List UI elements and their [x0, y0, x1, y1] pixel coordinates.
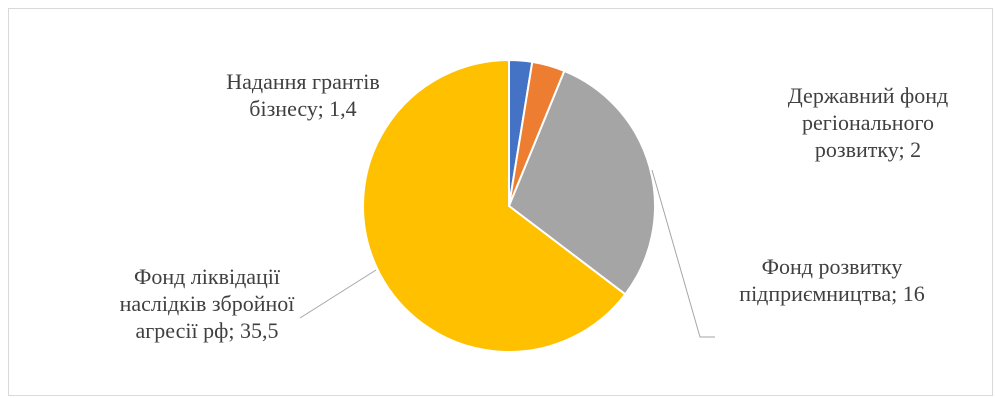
pie-slices: [362, 58, 656, 353]
data-label-line: регіонального: [802, 110, 934, 135]
data-label-line: агресії рф; 35,5: [135, 318, 279, 343]
data-label-entrepreneurship-fund: Фонд розвитку підприємництва; 16: [702, 253, 962, 307]
slice-aggression-fund: [362, 58, 627, 353]
data-label-regional-fund: Державний фонд регіонального розвитку; 2: [738, 82, 995, 163]
data-label-grants: Надання грантів бізнесу; 1,4: [193, 68, 413, 122]
leader-line-aggression: [299, 269, 377, 319]
slice-entrepreneurship-fund: [507, 69, 656, 296]
data-label-line: наслідків збройної: [119, 291, 295, 316]
data-label-aggression-fund: Фонд ліквідації наслідків збройної агрес…: [77, 263, 337, 344]
leader-lines: [299, 169, 715, 338]
data-label-line: бізнесу; 1,4: [249, 96, 357, 121]
data-label-line: Державний фонд: [787, 83, 949, 108]
data-label-line: Фонд розвитку: [761, 254, 903, 279]
leader-line-entrepreneurship: [651, 169, 715, 338]
data-label-line: розвитку; 2: [814, 137, 922, 162]
data-label-line: Фонд ліквідації: [133, 264, 281, 289]
data-label-line: підприємництва; 16: [739, 281, 925, 306]
data-label-line: Надання грантів: [226, 69, 380, 94]
